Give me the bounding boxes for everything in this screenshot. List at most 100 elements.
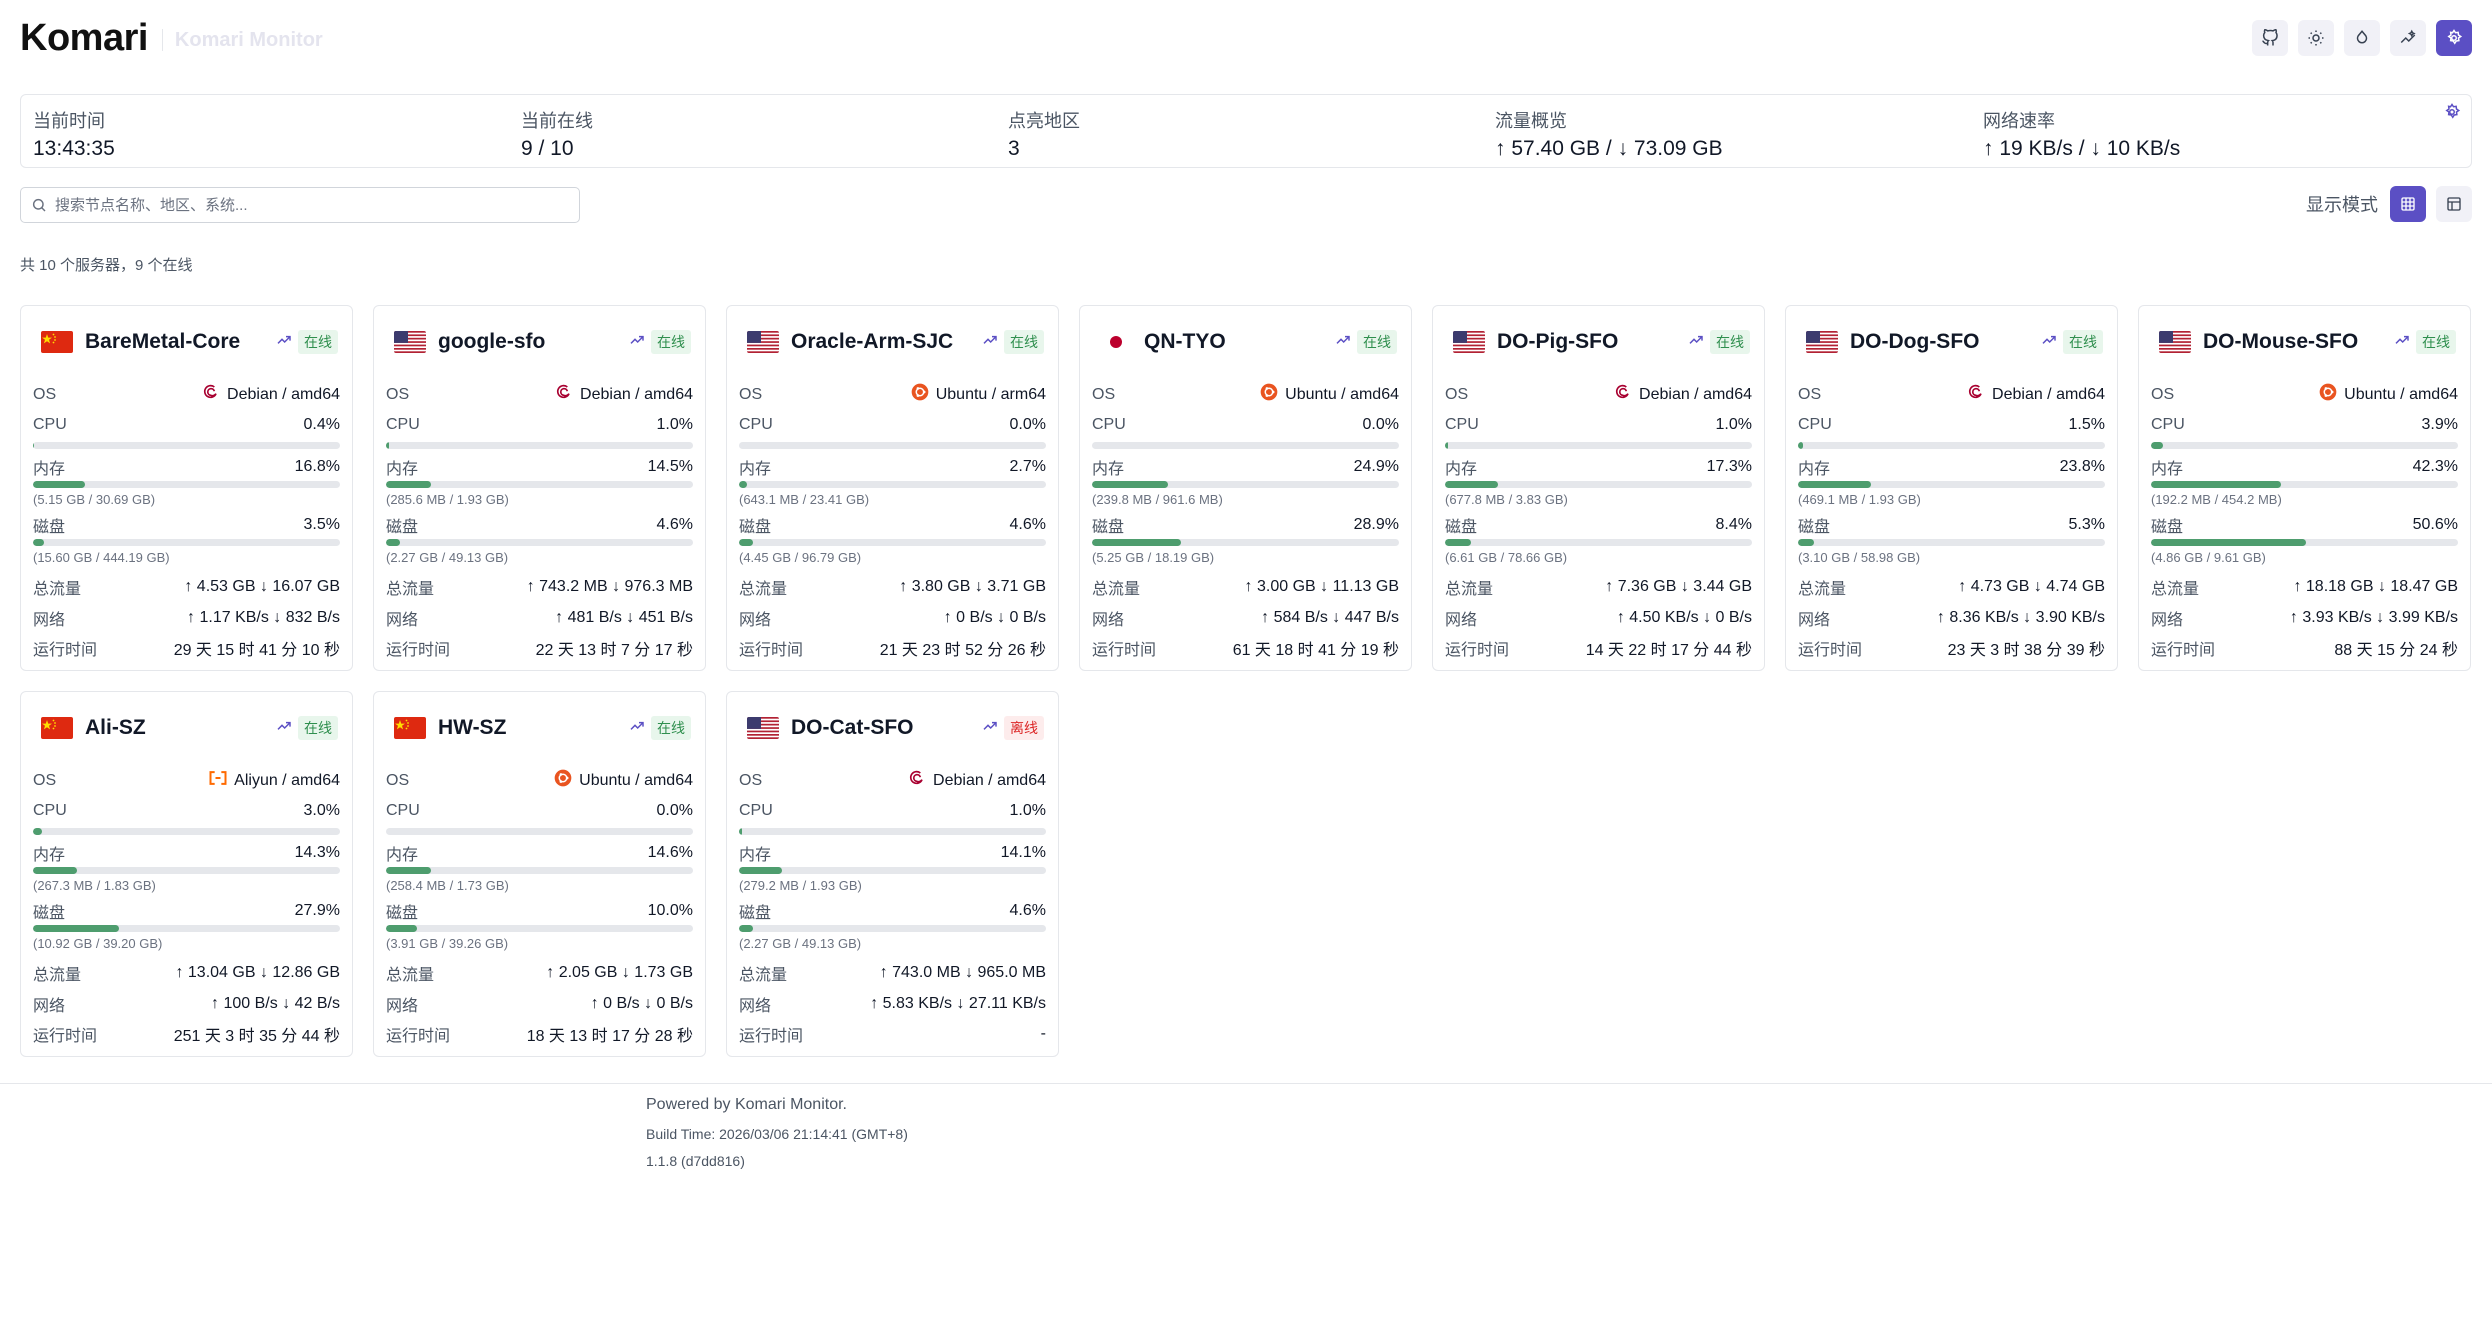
cpu-progress-bar bbox=[1798, 442, 2105, 449]
traffic-label: 总流量 bbox=[386, 967, 435, 984]
server-name[interactable]: DO-Cat-SFO bbox=[791, 716, 914, 739]
app-logo[interactable]: Komari bbox=[20, 16, 148, 59]
trend-chart-icon[interactable] bbox=[2394, 332, 2410, 353]
disk-row: 磁盘 8.4% bbox=[1445, 513, 1752, 537]
trend-chart-icon[interactable] bbox=[982, 332, 998, 353]
disk-progress-bar bbox=[2151, 539, 2458, 546]
server-name[interactable]: BareMetal-Core bbox=[85, 330, 241, 353]
table-view-button[interactable] bbox=[2436, 186, 2472, 222]
server-status-area: 在线 bbox=[1688, 330, 1750, 354]
server-card[interactable]: DO-Pig-SFO 在线 OS Debian / amd64 CPU 1.0%… bbox=[1432, 305, 1765, 671]
server-card[interactable]: QN-TYO 在线 OS Ubuntu / amd64 CPU 0.0% 内存 … bbox=[1079, 305, 1412, 671]
cpu-value: 1.5% bbox=[2068, 416, 2105, 433]
server-card[interactable]: Ali-SZ 在线 OS Aliyun / amd64 CPU 3.0% 内存 … bbox=[20, 691, 353, 1057]
country-flag-icon bbox=[1806, 331, 1838, 353]
effects-button[interactable] bbox=[2390, 20, 2426, 56]
trend-chart-icon[interactable] bbox=[1335, 332, 1351, 353]
server-card-header: Ali-SZ 在线 bbox=[41, 716, 338, 740]
theme-toggle-button[interactable] bbox=[2298, 20, 2334, 56]
traffic-row: 总流量 ↑ 13.04 GB ↓ 12.86 GB bbox=[33, 961, 340, 985]
traffic-row: 总流量 ↑ 7.36 GB ↓ 3.44 GB bbox=[1445, 575, 1752, 599]
ubuntu-icon bbox=[910, 382, 930, 407]
trend-chart-icon[interactable] bbox=[629, 718, 645, 739]
settings-button[interactable] bbox=[2436, 20, 2472, 56]
network-label: 网络 bbox=[1445, 612, 1478, 629]
server-card[interactable]: BareMetal-Core 在线 OS Debian / amd64 CPU … bbox=[20, 305, 353, 671]
github-button[interactable] bbox=[2252, 20, 2288, 56]
overview-stats: 当前时间 13:43:35 当前在线 9 / 10 点亮地区 3 流量概览 ↑ … bbox=[20, 94, 2472, 168]
uptime-row: 运行时间 21 天 23 时 52 分 26 秒 bbox=[739, 636, 1046, 660]
memory-value: 14.1% bbox=[1000, 844, 1046, 861]
memory-value: 14.3% bbox=[294, 844, 340, 861]
server-card[interactable]: google-sfo 在线 OS Debian / amd64 CPU 1.0%… bbox=[373, 305, 706, 671]
search-icon bbox=[32, 198, 46, 212]
os-value: Debian / amd64 bbox=[907, 768, 1046, 793]
server-card[interactable]: Oracle-Arm-SJC 在线 OS Ubuntu / arm64 CPU … bbox=[726, 305, 1059, 671]
memory-detail: (279.2 MB / 1.93 GB) bbox=[739, 878, 862, 893]
trend-chart-icon[interactable] bbox=[629, 332, 645, 353]
search-input[interactable] bbox=[55, 196, 555, 214]
network-label: 网络 bbox=[1092, 612, 1125, 629]
stat-label: 网络速率 bbox=[1983, 111, 2055, 131]
server-card[interactable]: HW-SZ 在线 OS Ubuntu / amd64 CPU 0.0% 内存 1… bbox=[373, 691, 706, 1057]
search-box[interactable] bbox=[20, 187, 580, 223]
cpu-progress-fill bbox=[739, 828, 743, 835]
server-card[interactable]: DO-Cat-SFO 离线 OS Debian / amd64 CPU 1.0%… bbox=[726, 691, 1059, 1057]
server-name[interactable]: Oracle-Arm-SJC bbox=[791, 330, 954, 353]
disk-value: 27.9% bbox=[294, 902, 340, 919]
server-name[interactable]: DO-Pig-SFO bbox=[1497, 330, 1619, 353]
network-label: 网络 bbox=[739, 998, 772, 1015]
disk-progress-bar bbox=[386, 925, 693, 932]
uptime-row: 运行时间 88 天 15 分 24 秒 bbox=[2151, 636, 2458, 660]
os-text: Aliyun / amd64 bbox=[234, 771, 340, 789]
traffic-row: 总流量 ↑ 3.80 GB ↓ 3.71 GB bbox=[739, 575, 1046, 599]
memory-detail: (285.6 MB / 1.93 GB) bbox=[386, 492, 509, 507]
server-card[interactable]: DO-Mouse-SFO 在线 OS Ubuntu / amd64 CPU 3.… bbox=[2138, 305, 2471, 671]
ubuntu-icon bbox=[1259, 382, 1279, 407]
server-card-header: HW-SZ 在线 bbox=[394, 716, 691, 740]
server-card[interactable]: DO-Dog-SFO 在线 OS Debian / amd64 CPU 1.5%… bbox=[1785, 305, 2118, 671]
server-name[interactable]: google-sfo bbox=[438, 330, 546, 353]
color-theme-button[interactable] bbox=[2344, 20, 2380, 56]
os-value: Debian / amd64 bbox=[1966, 382, 2105, 407]
uptime-label: 运行时间 bbox=[1798, 642, 1863, 659]
server-name[interactable]: QN-TYO bbox=[1144, 330, 1226, 353]
server-name[interactable]: DO-Dog-SFO bbox=[1850, 330, 1980, 353]
trend-chart-icon[interactable] bbox=[982, 718, 998, 739]
cpu-row: CPU 1.0% bbox=[386, 416, 693, 434]
trend-chart-icon[interactable] bbox=[276, 332, 292, 353]
os-label: OS bbox=[739, 385, 763, 403]
disk-progress-bar bbox=[386, 539, 693, 546]
trend-chart-icon[interactable] bbox=[1688, 332, 1704, 353]
stat-value: ↑ 57.40 GB / ↓ 73.09 GB bbox=[1495, 137, 1723, 160]
memory-progress-fill bbox=[33, 867, 77, 874]
memory-detail: (267.3 MB / 1.83 GB) bbox=[33, 878, 156, 893]
os-value: Ubuntu / amd64 bbox=[1259, 382, 1399, 407]
cpu-row: CPU 0.0% bbox=[386, 802, 693, 820]
cpu-value: 3.0% bbox=[303, 802, 340, 819]
network-value: ↑ 584 B/s ↓ 447 B/s bbox=[1261, 609, 1399, 626]
server-name[interactable]: HW-SZ bbox=[438, 716, 507, 739]
cpu-progress-bar bbox=[386, 828, 693, 835]
cpu-label: CPU bbox=[1092, 416, 1126, 433]
uptime-label: 运行时间 bbox=[1445, 642, 1510, 659]
disk-detail: (10.92 GB / 39.20 GB) bbox=[33, 936, 163, 951]
network-value: ↑ 0 B/s ↓ 0 B/s bbox=[943, 609, 1046, 626]
trend-chart-icon[interactable] bbox=[276, 718, 292, 739]
cpu-progress-fill bbox=[33, 828, 43, 835]
trend-chart-icon[interactable] bbox=[2041, 332, 2057, 353]
country-flag-icon bbox=[1453, 331, 1485, 353]
memory-detail: (5.15 GB / 30.69 GB) bbox=[33, 492, 156, 507]
os-value: Debian / amd64 bbox=[554, 382, 693, 407]
memory-value: 14.5% bbox=[647, 458, 693, 475]
server-status-area: 在线 bbox=[276, 716, 338, 740]
server-name[interactable]: Ali-SZ bbox=[85, 716, 146, 739]
os-row: OS Ubuntu / arm64 bbox=[739, 382, 1046, 407]
memory-progress-fill bbox=[386, 481, 431, 488]
stat-current-time: 当前时间 13:43:35 bbox=[33, 107, 115, 161]
disk-label: 磁盘 bbox=[386, 519, 419, 536]
stats-settings-icon[interactable] bbox=[2443, 103, 2461, 121]
uptime-value: 29 天 15 时 41 分 10 秒 bbox=[173, 642, 340, 659]
grid-view-button[interactable] bbox=[2390, 186, 2426, 222]
server-name[interactable]: DO-Mouse-SFO bbox=[2203, 330, 2359, 353]
